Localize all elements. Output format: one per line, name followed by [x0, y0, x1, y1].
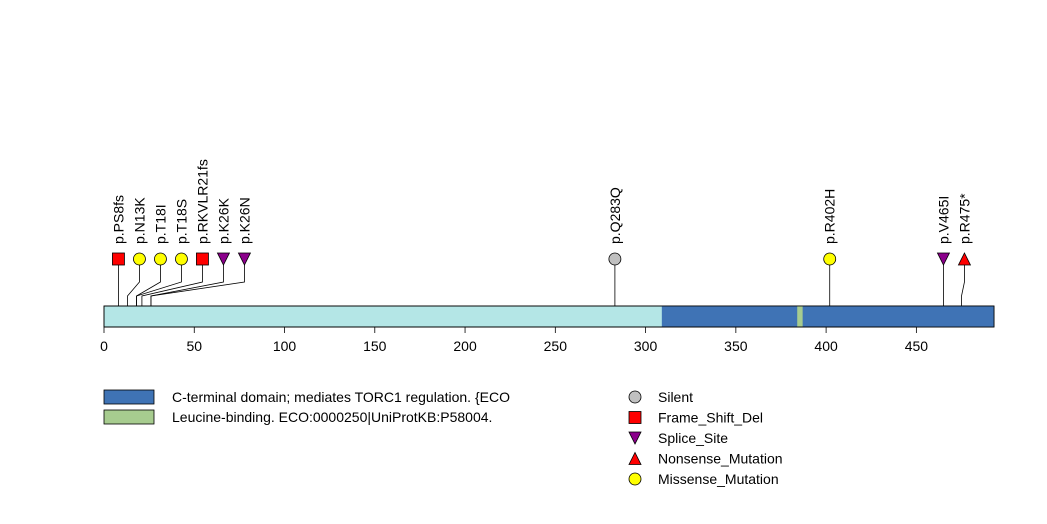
x-tick-label-150: 150	[363, 338, 387, 354]
label-p-q283q: p.Q283Q	[607, 187, 623, 244]
stem-p-r475-	[961, 259, 965, 306]
marker-p-k26k	[216, 252, 231, 266]
label-p-rkvlr21fs: p.RKVLR21fs	[194, 159, 210, 244]
marker-p-v465i	[936, 252, 951, 266]
stem-p-n13k	[127, 259, 140, 306]
legend-marker-silent	[628, 390, 642, 404]
x-tick-label-100: 100	[273, 338, 297, 354]
legend-domain-swatch-1	[103, 409, 155, 425]
x-tick-label-450: 450	[905, 338, 929, 354]
lollipop-stems	[118, 259, 965, 306]
legend-marker-frame-shift-del	[628, 411, 642, 424]
marker-p-t18s	[175, 252, 188, 266]
marker-p-rkvlr21fs	[196, 252, 209, 266]
stem-p-t18s	[136, 259, 182, 306]
legend-type-label-silent: Silent	[658, 389, 693, 405]
stem-p-t18i	[136, 259, 161, 306]
legend-type-label-missense-mutation: Missense_Mutation	[658, 471, 779, 487]
marker-p-n13k	[133, 252, 146, 266]
x-tick-label-200: 200	[453, 338, 477, 354]
legend-type-label-frame-shift-del: Frame_Shift_Del	[658, 410, 763, 426]
label-p-r402h: p.R402H	[822, 189, 838, 244]
marker-p-k26n	[237, 252, 252, 266]
stem-p-rkvlr21fs	[141, 259, 203, 306]
marker-p-ps8fs	[112, 252, 125, 266]
legend-type-label-splice-site: Splice_Site	[658, 430, 728, 446]
legend-marker-splice-site	[628, 431, 642, 445]
x-tick-label-300: 300	[634, 338, 658, 354]
stem-p-k26n	[150, 259, 245, 306]
marker-p-r475-	[957, 252, 972, 266]
label-p-t18i: p.T18I	[152, 204, 168, 244]
domain-1	[797, 306, 803, 327]
marker-p-t18i	[154, 252, 167, 266]
x-tick-label-50: 50	[186, 338, 202, 354]
mutation-labels: p.PS8fs p.N13K p.T18I p.T18S p.RKVLR21fs p.K2…	[110, 159, 972, 244]
label-p-ps8fs: p.PS8fs	[110, 195, 126, 244]
label-p-t18s: p.T18S	[173, 199, 189, 244]
legend-domain-swatch-0	[103, 389, 155, 405]
legend-domain-label-0: C-terminal domain; mediates TORC1 regula…	[172, 389, 510, 405]
legend-type-label-nonsense-mutation: Nonsense_Mutation	[658, 451, 783, 467]
x-tick-label-400: 400	[814, 338, 838, 354]
legend-marker-missense-mutation	[628, 472, 642, 486]
label-p-v465i: p.V465I	[935, 196, 951, 244]
x-tick-label-0: 0	[100, 338, 108, 354]
marker-p-r402h	[823, 252, 837, 266]
label-p-k26k: p.K26K	[215, 197, 231, 244]
label-p-r475-: p.R475*	[956, 193, 972, 244]
x-tick-label-250: 250	[544, 338, 568, 354]
mutation-type-legend: Silent Frame_Shift_Del Splice_Site Nonsense…	[628, 389, 783, 487]
lollipop-markers	[112, 252, 972, 266]
marker-p-q283q	[608, 252, 622, 266]
label-p-n13k: p.N13K	[131, 197, 147, 244]
domain-0	[661, 306, 994, 327]
x-tick-label-350: 350	[724, 338, 748, 354]
legend-domain-label-1: Leucine-binding. ECO:0000250|UniProtKB:P…	[172, 409, 492, 425]
x-axis: 0 50 100 150 200 250 300 350 400 450	[100, 326, 929, 354]
stem-p-k26k	[150, 259, 224, 306]
legend-marker-nonsense-mutation	[628, 451, 642, 465]
label-p-k26n: p.K26N	[236, 197, 252, 244]
domain-legend: C-terminal domain; mediates TORC1 regula…	[103, 389, 510, 425]
